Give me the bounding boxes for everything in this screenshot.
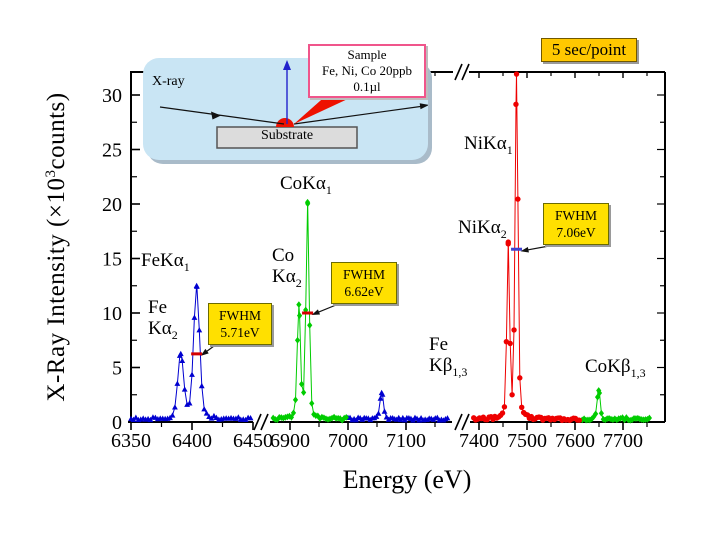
exit-beam-arrowhead <box>419 103 428 110</box>
sample-droplet <box>276 118 294 127</box>
peak-label-co-kb13: CoKβ1,3 <box>585 356 646 380</box>
svg-text:6900: 6900 <box>270 430 310 452</box>
svg-text:0: 0 <box>112 412 122 434</box>
svg-text:7000: 7000 <box>328 430 368 452</box>
series-ni-k-lines <box>471 71 583 424</box>
experiment-inset-drawing <box>159 60 428 149</box>
svg-text:10: 10 <box>102 303 122 325</box>
svg-text:6350: 6350 <box>111 430 151 452</box>
sample-callout: Sample Fe, Ni, Co 20ppb 0.1µl <box>308 44 426 98</box>
sample-callout-line3: 0.1µl <box>353 79 381 94</box>
fwhm-badge-fe-line2: 5.71eV <box>220 325 260 340</box>
acquisition-time-badge: 5 sec/point <box>541 38 637 62</box>
svg-text:7500: 7500 <box>507 430 547 452</box>
svg-text:6450: 6450 <box>233 430 273 452</box>
peak-label-co-ka2: Co Kα2 <box>272 245 302 290</box>
fwhm-badge-fe: FWHM 5.71eV <box>208 303 272 345</box>
peak-label-fe-kb13: Fe Kβ1,3 <box>429 334 468 379</box>
fwhm-badge-co-line1: FWHM <box>342 267 385 282</box>
substrate-label: Substrate <box>260 128 314 143</box>
svg-text:5: 5 <box>112 358 122 380</box>
peak-label-co-ka1: CoKα1 <box>280 173 332 197</box>
incident-beam-line <box>159 106 285 125</box>
fwhm-badge-ni-line2: 7.06eV <box>556 225 596 240</box>
sample-callout-pointer <box>294 93 352 124</box>
fwhm-badge-co-line2: 6.62eV <box>344 284 384 299</box>
fluorescence-beam-arrowhead <box>283 60 291 70</box>
fwhm-annotations <box>191 245 550 356</box>
series-fe-k-lines <box>128 282 451 423</box>
svg-text:7600: 7600 <box>555 430 595 452</box>
incident-beam-arrowhead <box>211 111 221 120</box>
exit-beam-line <box>293 105 425 125</box>
svg-text:30: 30 <box>102 85 122 107</box>
sample-callout-line2: Fe, Ni, Co 20ppb <box>322 63 412 78</box>
fwhm-badge-ni: FWHM 7.06eV <box>543 203 609 245</box>
svg-text:15: 15 <box>102 249 122 271</box>
fwhm-badge-co: FWHM 6.62eV <box>331 262 397 304</box>
svg-text:25: 25 <box>102 140 122 162</box>
svg-text:6400: 6400 <box>172 430 212 452</box>
y-axis-title-post: counts) <box>43 92 71 170</box>
y-axis-title-pre: X-Ray Intensity (×10 <box>43 177 71 402</box>
svg-text:20: 20 <box>102 194 122 216</box>
y-axis-title: X-Ray Intensity (×103counts) <box>43 92 71 401</box>
y-axis-title-sup: 3 <box>42 169 59 178</box>
peak-label-ni-ka2: NiKα2 <box>458 217 507 241</box>
series-co-k-lines <box>270 198 652 424</box>
svg-text:7100: 7100 <box>386 430 426 452</box>
x-axis-title: Energy (eV) <box>342 465 472 494</box>
svg-text:7700: 7700 <box>603 430 643 452</box>
fwhm-badge-fe-line1: FWHM <box>218 308 261 323</box>
svg-text:7400: 7400 <box>459 430 499 452</box>
peak-label-ni-ka1: NiKα1 <box>464 133 513 157</box>
peak-label-fe-ka2: Fe Kα2 <box>148 297 178 342</box>
fwhm-badge-ni-line1: FWHM <box>554 208 597 223</box>
sample-callout-line1: Sample <box>347 47 387 62</box>
peak-label-fe-ka1: FeKα1 <box>141 250 190 274</box>
xray-label: X-ray <box>152 74 185 89</box>
